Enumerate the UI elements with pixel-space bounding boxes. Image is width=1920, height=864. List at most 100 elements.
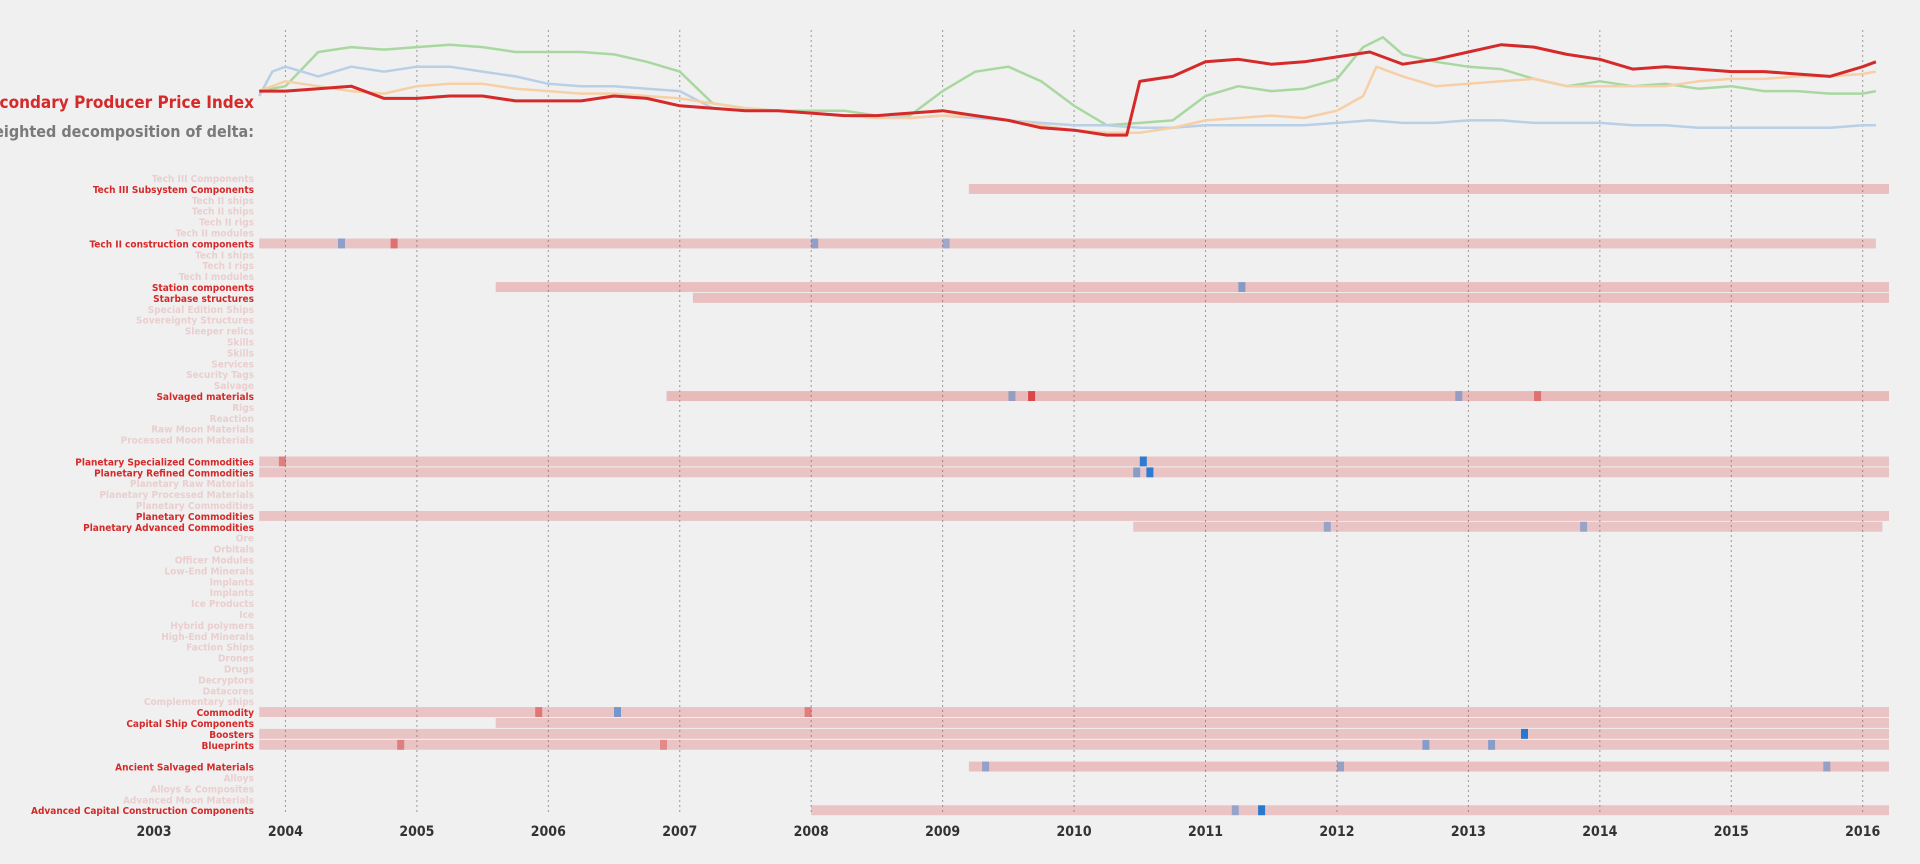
heat-cell <box>968 184 1889 194</box>
chart-title: Secondary Producer Price Index <box>0 93 254 113</box>
row-label: Skills <box>227 338 254 349</box>
row-label: Complementary ships <box>144 697 254 708</box>
series-line-index <box>259 43 1877 137</box>
line-series-group <box>258 36 1877 137</box>
row-label: Sleeper relics <box>185 327 254 338</box>
heat-cell <box>338 238 345 249</box>
row-label: Alloys <box>223 774 254 785</box>
year-tick-2008: 2008 <box>794 824 829 840</box>
year-tick-2006: 2006 <box>531 824 566 840</box>
heat-cell <box>390 238 398 249</box>
row-label: Advanced Capital Construction Components <box>31 806 254 817</box>
row-label: Decryptors <box>198 675 254 686</box>
heat-cell <box>1139 456 1147 467</box>
row-label: Capital Ship Components <box>126 719 254 730</box>
heat-cell <box>1258 805 1266 816</box>
heat-cell <box>259 728 1890 739</box>
row-label: Officer Modules <box>175 556 254 567</box>
heat-cell <box>278 456 286 467</box>
heat-cell <box>1028 391 1036 401</box>
year-tick-2003: 2003 <box>136 824 171 840</box>
heat-cell <box>1534 391 1542 401</box>
year-tick-2009: 2009 <box>925 824 960 840</box>
row-label: Tech II ships <box>192 207 254 218</box>
heat-cell <box>1238 282 1246 292</box>
row-label: Processed Moon Materials <box>121 436 254 447</box>
heat-cell <box>942 238 950 249</box>
heat-cell <box>397 739 405 750</box>
heat-cell <box>1323 521 1331 532</box>
heat-cell <box>614 707 621 717</box>
year-gridlines <box>284 30 1864 815</box>
row-label: Tech I rigs <box>202 261 254 272</box>
row-label: Implants <box>210 577 254 588</box>
row-label: Low-End Minerals <box>164 566 254 577</box>
row-label: Ore <box>236 534 254 545</box>
heat-cell <box>968 761 1889 772</box>
row-label: Boosters <box>209 730 254 741</box>
heat-cell <box>1823 761 1831 772</box>
row-label: Skills <box>227 348 254 359</box>
year-tick-2010: 2010 <box>1057 824 1092 840</box>
row-label: Tech III Subsystem Components <box>93 185 254 196</box>
year-tick-2014: 2014 <box>1582 824 1617 840</box>
row-label: Tech II ships <box>192 196 254 207</box>
row-label: Services <box>211 359 254 370</box>
year-tick-2007: 2007 <box>662 824 697 840</box>
heat-cell <box>1422 739 1430 750</box>
heat-cell <box>495 282 1890 292</box>
heat-cell <box>811 805 1890 816</box>
heat-cell <box>1521 728 1528 739</box>
heat-cell <box>1133 467 1141 478</box>
heat-cell <box>1488 739 1496 750</box>
row-label: Planetary Advanced Commodities <box>83 523 254 534</box>
series-line-green <box>258 36 1877 127</box>
row-label: Ice Products <box>191 599 254 610</box>
heat-cell <box>660 739 667 750</box>
heatmap-group <box>259 184 1890 816</box>
row-label: Drugs <box>224 665 254 676</box>
year-tick-2004: 2004 <box>268 824 303 840</box>
heat-cell <box>535 707 543 717</box>
heat-cell <box>259 467 1890 478</box>
row-label: Advanced Moon Materials <box>123 795 254 806</box>
row-label: Tech I modules <box>179 272 254 283</box>
heat-cell <box>1146 467 1154 478</box>
series-line-blue <box>258 65 1876 130</box>
row-label: Sovereignty Structures <box>136 316 254 327</box>
row-label: Salvage <box>214 381 254 392</box>
year-tick-2016: 2016 <box>1845 824 1880 840</box>
heat-cell <box>259 739 1890 750</box>
heat-cell <box>666 391 1889 401</box>
heat-cell <box>1455 391 1463 401</box>
row-label: High-End Minerals <box>161 632 254 643</box>
row-label: Datacores <box>203 686 254 697</box>
heat-cell <box>692 292 1889 303</box>
chart-subtitle: Weighted decomposition of delta: <box>0 122 254 141</box>
heat-cell <box>1580 521 1588 532</box>
year-tick-2005: 2005 <box>399 824 434 840</box>
heat-cell <box>1337 761 1344 772</box>
heat-cell <box>259 456 1890 467</box>
row-label: Alloys & Composites <box>150 784 254 795</box>
heat-cell <box>804 707 812 717</box>
year-tick-2012: 2012 <box>1319 824 1354 840</box>
row-label: Special Edition Ships <box>148 305 254 316</box>
row-label: Ancient Salvaged Materials <box>115 763 254 774</box>
row-label: Raw Moon Materials <box>151 425 254 436</box>
row-label: Planetary Refined Commodities <box>94 468 254 479</box>
row-label: Reaction <box>210 414 254 425</box>
row-label: Blueprints <box>202 741 254 752</box>
heat-cell <box>259 238 1876 249</box>
row-label: Planetary Specialized Commodities <box>75 457 254 468</box>
row-label: Tech III Components <box>152 174 254 185</box>
row-label: Salvaged materials <box>156 392 254 403</box>
row-label: Hybrid polymers <box>170 621 254 632</box>
row-label: Drones <box>218 654 254 665</box>
row-label: Station components <box>152 283 254 294</box>
row-label: Planetary Commodities <box>136 512 254 523</box>
heat-cell <box>1133 521 1883 532</box>
